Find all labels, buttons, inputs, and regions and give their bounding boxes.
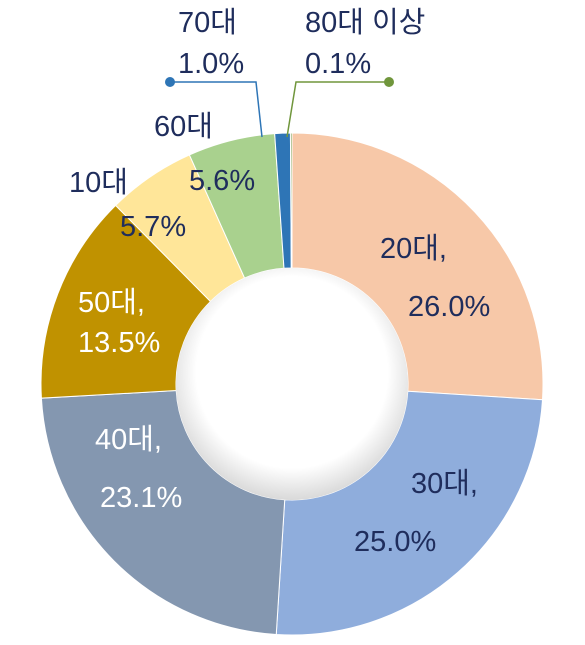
donut-hole: [176, 268, 408, 500]
label-50-value: 13.5%: [78, 327, 160, 359]
label-80-value: 0.1%: [305, 48, 371, 80]
leader-dot-70: [165, 77, 175, 87]
label-70-name: 70대: [178, 6, 237, 39]
leader-dot-80: [384, 77, 394, 87]
label-50-name: 50대,: [78, 286, 145, 319]
slice-8: [289, 132, 293, 269]
label-20-value: 26.0%: [408, 291, 490, 323]
data-labels: 20대, 26.0% 30대, 25.0% 40대, 23.1% 50대, 13…: [69, 6, 490, 558]
label-20-name: 20대,: [380, 232, 447, 265]
leader-lines: [165, 77, 394, 138]
label-80-name: 80대 이상: [305, 6, 425, 39]
label-60-name: 60대: [154, 110, 213, 143]
label-30-name: 30대,: [411, 467, 478, 500]
label-70-value: 1.0%: [178, 48, 244, 80]
leader-line-80: [286, 81, 385, 138]
label-40-name: 40대,: [95, 423, 162, 456]
label-40-value: 23.1%: [100, 482, 182, 514]
label-10-name: 10대: [69, 166, 128, 199]
label-10-value: 5.7%: [120, 211, 186, 243]
label-30-value: 25.0%: [354, 526, 436, 558]
leader-line-70: [174, 81, 263, 138]
label-60-value: 5.6%: [189, 165, 255, 197]
